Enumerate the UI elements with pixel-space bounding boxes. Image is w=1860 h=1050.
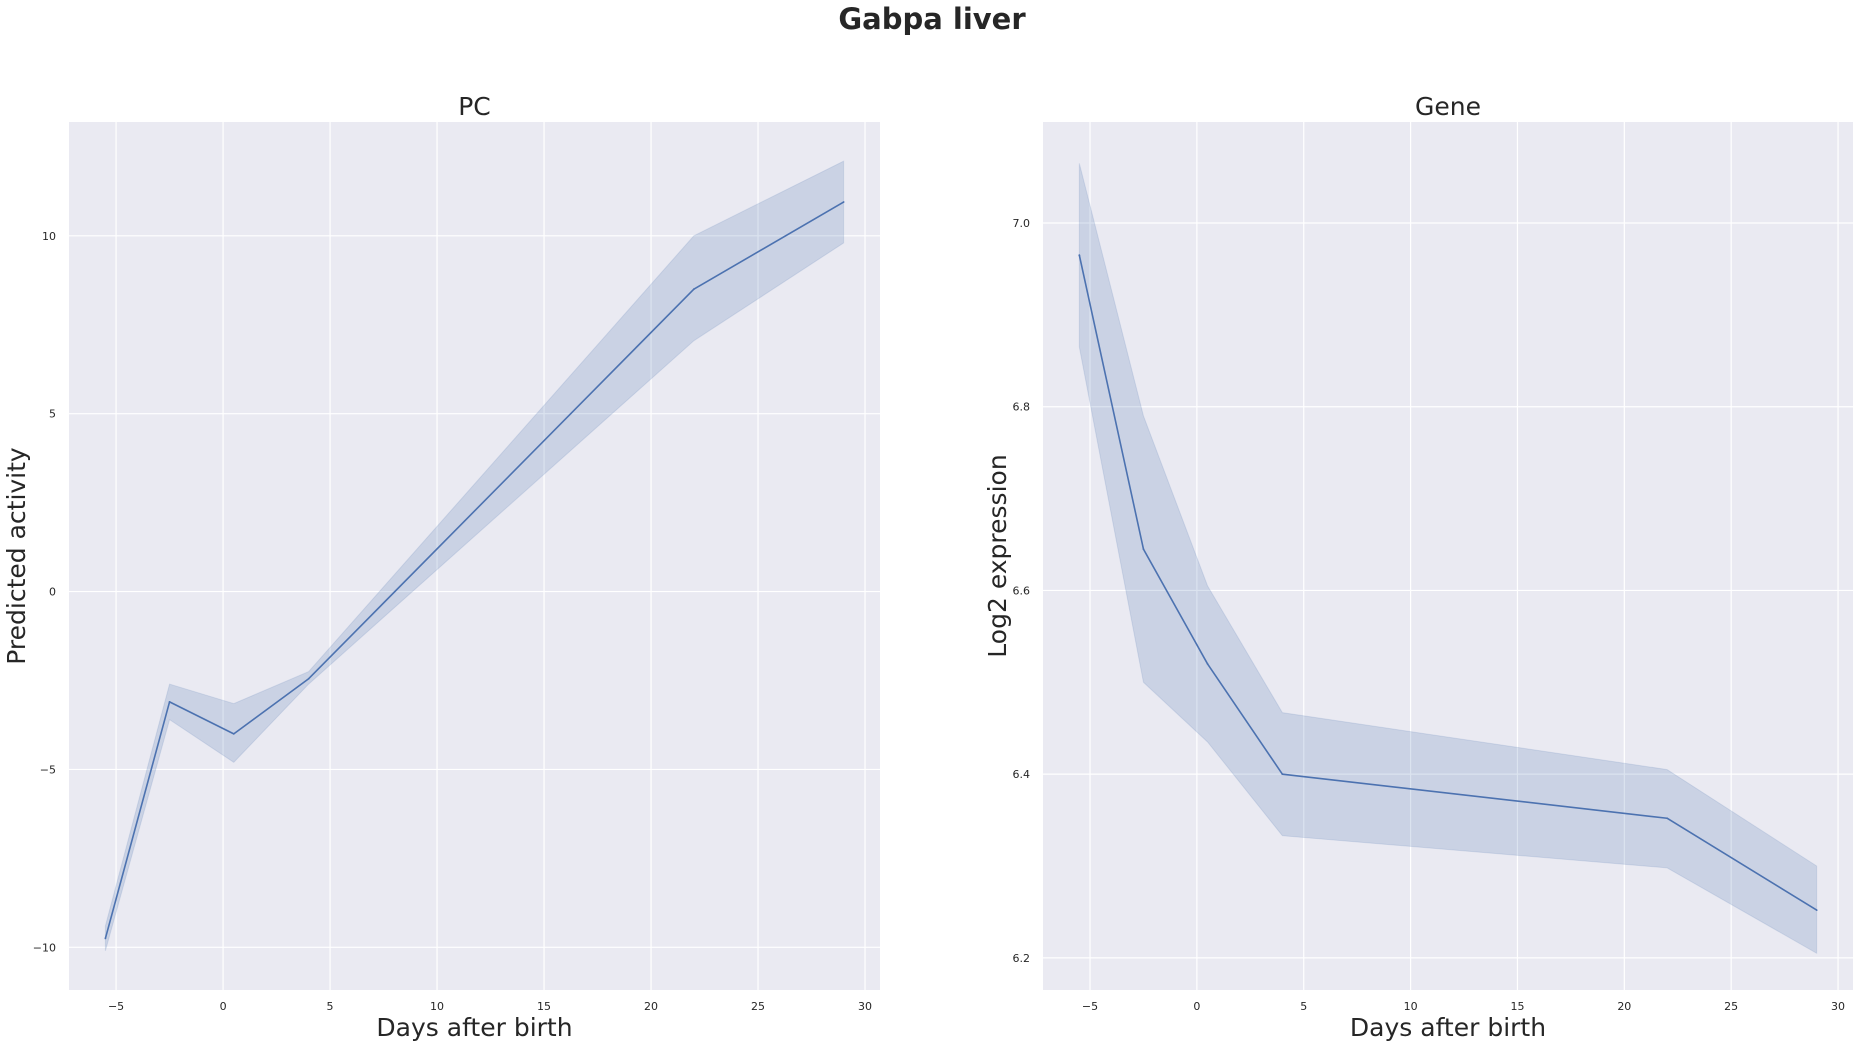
x-axis-label: Days after birth [1350,1013,1546,1042]
subplot-title: PC [458,92,491,121]
y-tick-label: 0 [49,586,56,599]
y-tick-label: −10 [33,941,56,954]
confidence-band [104,160,845,952]
y-tick-label: 7.0 [1013,217,1031,230]
x-tick-label: 15 [537,1000,551,1013]
x-axis-label: Days after birth [376,1013,572,1042]
data-point [1206,663,1209,665]
plot-area [1043,122,1853,990]
x-tick-label: 10 [1404,1000,1418,1013]
x-tick-label: 30 [858,1000,872,1013]
confidence-band [1078,163,1818,955]
data-point [692,288,695,291]
subplot-title: Gene [1415,92,1481,121]
data-point [168,700,171,703]
data-point [1281,773,1284,776]
x-tick-label: 20 [644,1000,658,1013]
data-point [104,937,107,940]
subplot-gene: −5 0 5 10 15 20 25 30 6.2 6.4 6.6 6.8 7.0 Gene Days af… [983,92,1853,1042]
data-point [1142,548,1145,551]
x-tick-label: 0 [220,1000,227,1013]
x-tick-label: 25 [751,1000,765,1013]
series-line [104,201,845,939]
y-tick-label: 6.4 [1013,768,1031,781]
y-axis-label: Log2 expression [983,454,1012,657]
x-tick-label: 25 [1724,1000,1738,1013]
x-tick-label: 30 [1831,1000,1845,1013]
data-point [842,201,845,203]
data-point [1815,909,1818,911]
y-tick-label: 6.8 [1013,401,1031,414]
data-point [307,677,310,680]
data-point [232,732,235,735]
x-tick-label: 20 [1617,1000,1631,1013]
y-tick-label: 6.2 [1013,952,1031,965]
subplot-pc: −5 0 5 10 15 20 25 30 −10 −5 0 5 10 PC Days after birt… [2,92,880,1042]
x-tick-label: −5 [108,1000,124,1013]
data-point [1078,254,1081,257]
y-tick-label: 5 [49,408,56,421]
y-axis-label: Predicted activity [2,447,31,665]
y-tick-label: −5 [40,763,56,776]
x-tick-label: 5 [327,1000,334,1013]
series-line [1078,255,1818,911]
data-point [1666,817,1668,820]
x-tick-label: −5 [1082,1000,1098,1013]
y-tick-label: 6.6 [1013,584,1031,597]
x-tick-label: 5 [1300,1000,1307,1013]
x-tick-label: 15 [1510,1000,1524,1013]
plot-area [69,122,880,990]
x-tick-label: 0 [1193,1000,1200,1013]
figure-title: Gabpa liver [838,2,1026,36]
y-tick-label: 10 [42,230,56,243]
x-tick-label: 10 [430,1000,444,1013]
